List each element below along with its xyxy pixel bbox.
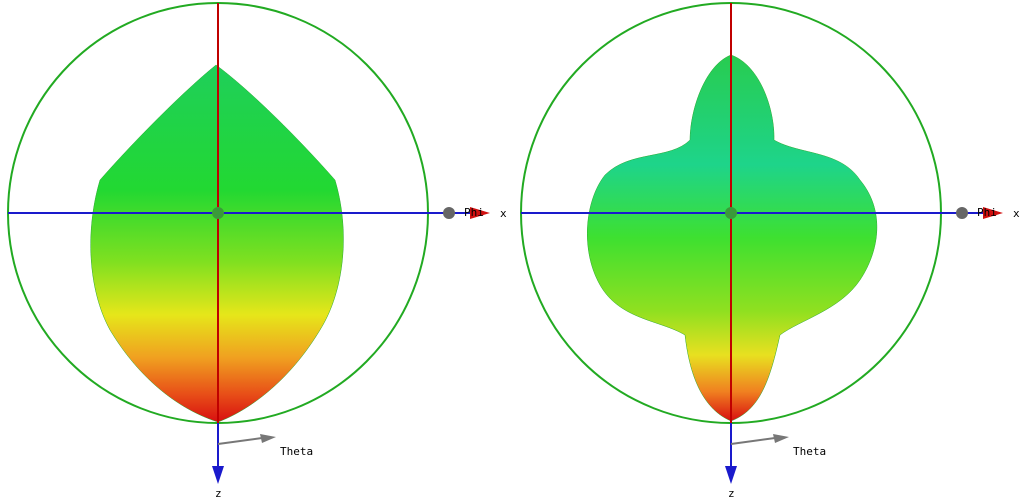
theta-label: Theta: [793, 445, 826, 458]
phi-label: Phi: [464, 206, 484, 219]
x-label: x: [1013, 207, 1020, 220]
phi-marker: [443, 207, 455, 219]
theta-arrow-line: [217, 437, 263, 445]
z-label: z: [215, 487, 222, 499]
phi-marker: [956, 207, 968, 219]
left-panel: Phi x Theta z: [7, 2, 507, 499]
z-label: z: [728, 487, 735, 499]
theta-arrow: [773, 434, 789, 443]
theta-arrow: [260, 434, 276, 443]
phi-arrow: [983, 207, 1003, 219]
right-panel: Phi x Theta z: [520, 2, 1020, 499]
origin: [212, 207, 224, 219]
z-arrow: [725, 466, 737, 484]
x-label: x: [500, 207, 507, 220]
theta-arrow-line: [730, 437, 776, 445]
phi-label: Phi: [977, 206, 997, 219]
theta-label: Theta: [280, 445, 313, 458]
phi-arrow: [470, 207, 490, 219]
z-arrow: [212, 466, 224, 484]
radiation-lobe: [587, 54, 878, 422]
origin: [725, 207, 737, 219]
